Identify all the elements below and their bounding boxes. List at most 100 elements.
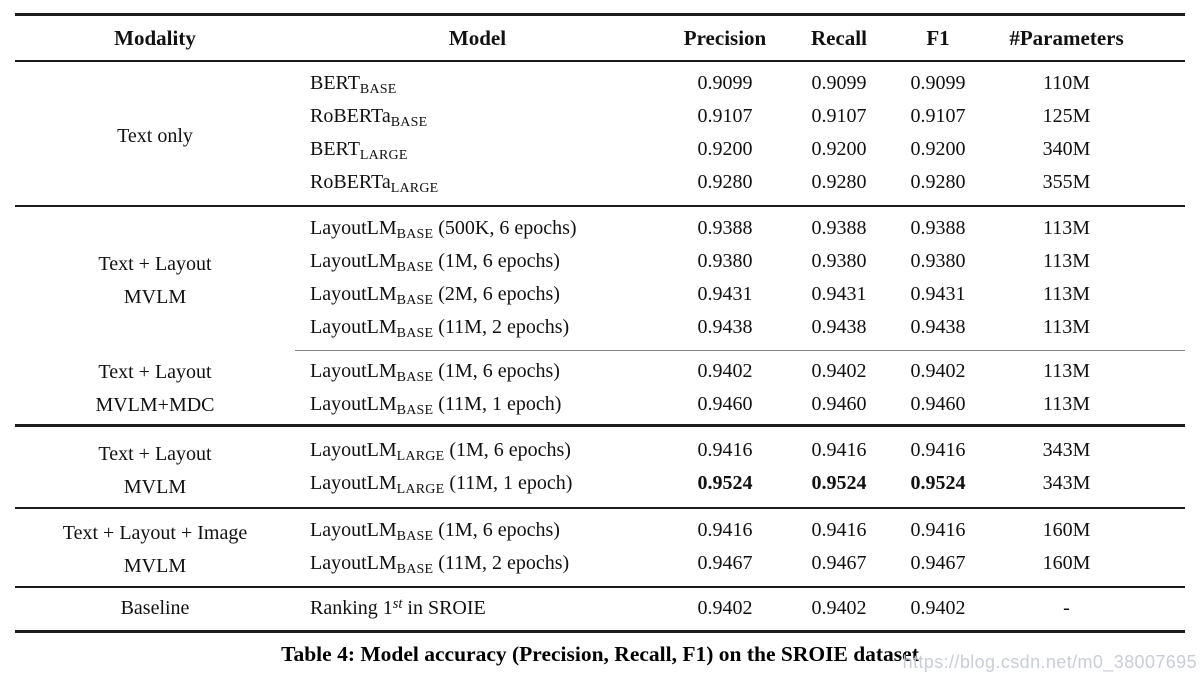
precision-cell: 0.9524: [697, 472, 753, 494]
recall-cell: 0.9416: [811, 439, 867, 461]
f1-cell: 0.9107: [910, 105, 966, 127]
recall-cell: 0.9402: [811, 597, 867, 619]
params-cell: 113M: [988, 311, 1185, 351]
caption-area: https://blog.csdn.net/m0_38007695 Table …: [15, 641, 1196, 672]
f1-cell: 0.9099: [910, 72, 966, 94]
col-header-modality: Modality: [15, 14, 295, 62]
params-cell: 355M: [1042, 171, 1091, 193]
table-row: LayoutLMBASE (11M, 2 epochs) 0.9438 0.9438…: [15, 311, 1185, 351]
results-table: Modality Model Precision Recall F1 #Para…: [15, 13, 1185, 633]
model-cell: LayoutLMBASE (500K, 6 epochs): [310, 217, 577, 242]
model-cell: LayoutLMBASE (1M, 6 epochs): [310, 519, 560, 544]
precision-cell: 0.9431: [697, 283, 753, 305]
modality-cell: Text + Layout MVLM+MDC: [95, 361, 215, 417]
f1-cell: 0.9467: [910, 552, 966, 574]
precision-cell: 0.9099: [697, 72, 753, 94]
table-row: Text + Layout MVLM LayoutLMLARGE (1M, 6 ep…: [15, 426, 1185, 498]
params-cell: -: [1063, 597, 1070, 619]
params-cell: 160M: [1042, 519, 1091, 541]
recall-cell: 0.9431: [811, 283, 867, 305]
model-cell: LayoutLMBASE (2M, 6 epochs): [310, 283, 560, 308]
f1-cell: 0.9200: [910, 138, 966, 160]
watermark-url: https://blog.csdn.net/m0_38007695: [902, 652, 1197, 672]
table-row: Text only BERTBASE 0.9099 0.9099 0.9099 110M: [15, 61, 1185, 147]
col-header-parameters: #Parameters: [988, 14, 1185, 62]
model-cell: LayoutLMLARGE (11M, 1 epoch): [310, 472, 573, 497]
f1-cell: 0.9438: [888, 311, 988, 351]
model-cell: RoBERTaBASE: [310, 105, 428, 130]
table-row: LayoutLMLARGE (11M, 1 epoch) 0.9524 0.9524…: [15, 467, 1185, 508]
params-cell: 160M: [1042, 552, 1091, 574]
recall-cell: 0.9524: [811, 472, 867, 494]
table-section: Text + Layout MVLM LayoutLMBASE (500K, 6 e…: [15, 206, 1185, 351]
f1-cell: 0.9524: [910, 472, 966, 494]
table-row: Text + Layout MVLM LayoutLMBASE (500K, 6 e…: [15, 206, 1185, 308]
recall-cell: 0.9099: [811, 72, 867, 94]
precision-cell: 0.9280: [697, 171, 753, 193]
precision-cell: 0.9467: [697, 552, 753, 574]
recall-cell: 0.9438: [790, 311, 888, 351]
table-header: Modality Model Precision Recall F1 #Para…: [15, 14, 1185, 62]
f1-cell: 0.9402: [910, 597, 966, 619]
params-cell: 113M: [1042, 393, 1091, 415]
table-section: Text + Layout MVLM+MDC LayoutLMBASE (1M, 6…: [15, 351, 1185, 426]
model-cell: LayoutLMBASE (1M, 6 epochs): [310, 250, 560, 275]
model-cell: LayoutLMBASE (1M, 6 epochs): [310, 360, 560, 385]
table-row: LayoutLMBASE (2M, 6 epochs) 0.9431 0.9431 0…: [15, 278, 1185, 311]
table-row: LayoutLMBASE (11M, 1 epoch) 0.9460 0.9460 0…: [15, 388, 1185, 426]
params-cell: 343M: [1042, 439, 1091, 461]
params-cell: 113M: [1042, 250, 1091, 272]
f1-cell: 0.9431: [910, 283, 966, 305]
table-section: Text + Layout MVLM LayoutLMLARGE (1M, 6 ep…: [15, 425, 1185, 509]
f1-cell: 0.9416: [910, 519, 966, 541]
model-cell: RoBERTaLARGE: [310, 171, 439, 196]
f1-cell: 0.9402: [910, 360, 966, 382]
model-cell: LayoutLMBASE (11M, 1 epoch): [310, 393, 562, 418]
precision-cell: 0.9402: [697, 360, 753, 382]
precision-cell: 0.9380: [697, 250, 753, 272]
modality-cell: Baseline: [120, 597, 190, 619]
model-cell: BERTLARGE: [310, 138, 408, 163]
params-cell: 113M: [1042, 283, 1091, 305]
params-cell: 340M: [1042, 138, 1091, 160]
recall-cell: 0.9460: [811, 393, 867, 415]
table-section: Text + Layout + Image MVLM LayoutLMBASE (1…: [15, 508, 1185, 587]
table-row: RoBERTaLARGE 0.9280 0.9280 0.9280 355M: [15, 166, 1185, 206]
f1-cell: 0.9388: [910, 217, 966, 239]
recall-cell: 0.9402: [811, 360, 867, 382]
recall-cell: 0.9380: [811, 250, 867, 272]
col-header-f1: F1: [888, 14, 988, 62]
precision-cell: 0.9416: [697, 439, 753, 461]
model-cell: LayoutLMLARGE (1M, 6 epochs): [310, 439, 571, 464]
precision-cell: 0.9416: [697, 519, 753, 541]
col-header-precision: Precision: [660, 14, 790, 62]
params-cell: 113M: [1042, 217, 1091, 239]
header-row: Modality Model Precision Recall F1 #Para…: [15, 14, 1185, 62]
table-row: LayoutLMBASE (1M, 6 epochs) 0.9380 0.9380 0…: [15, 245, 1185, 278]
table-row: Text + Layout MVLM+MDC LayoutLMBASE (1M, 6…: [15, 351, 1185, 416]
table-row: BERTLARGE 0.9200 0.9200 0.9200 340M: [15, 133, 1185, 166]
params-cell: 343M: [1042, 472, 1091, 494]
f1-cell: 0.9380: [910, 250, 966, 272]
model-cell: BERTBASE: [310, 72, 397, 97]
table-section: Baseline Ranking 1st in SROIE 0.9402 0.9402…: [15, 587, 1185, 632]
recall-cell: 0.9200: [811, 138, 867, 160]
table-row: Text + Layout + Image MVLM LayoutLMBASE (1…: [15, 508, 1185, 577]
precision-cell: 0.9402: [697, 597, 753, 619]
modality-cell: Text + Layout + Image MVLM: [62, 522, 248, 577]
recall-cell: 0.9416: [811, 519, 867, 541]
precision-cell: 0.9107: [697, 105, 753, 127]
params-cell: 110M: [1042, 72, 1091, 94]
col-header-model: Model: [295, 14, 660, 62]
table-section: Text only BERTBASE 0.9099 0.9099 0.9099 110M R…: [15, 61, 1185, 206]
recall-cell: 0.9467: [811, 552, 867, 574]
table-row: LayoutLMBASE (11M, 2 epochs) 0.9467 0.9467…: [15, 547, 1185, 587]
model-cell: Ranking 1st in SROIE: [310, 595, 486, 619]
recall-cell: 0.9107: [811, 105, 867, 127]
precision-cell: 0.9200: [697, 138, 753, 160]
model-cell: LayoutLMBASE (11M, 2 epochs): [310, 552, 570, 577]
f1-cell: 0.9280: [910, 171, 966, 193]
modality-cell: Text + Layout MVLM: [98, 442, 212, 498]
table-row: Baseline Ranking 1st in SROIE 0.9402 0.9402…: [15, 587, 1185, 632]
modality-cell: Text + Layout MVLM: [98, 253, 212, 309]
